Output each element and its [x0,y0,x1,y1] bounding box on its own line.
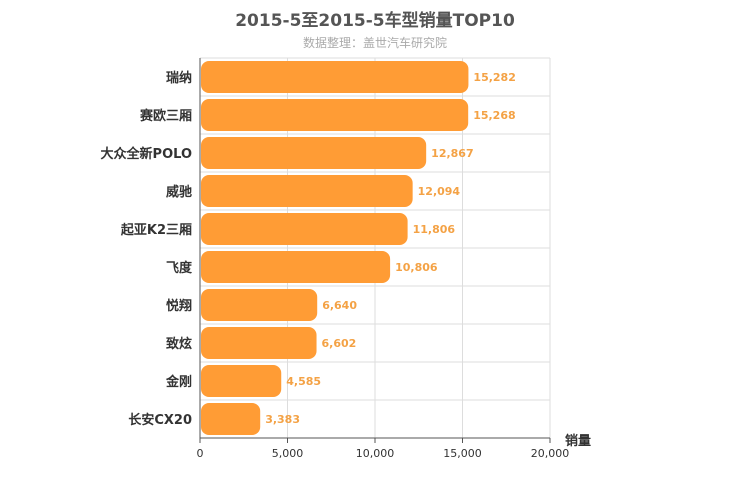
bar [201,327,317,359]
category-label: 起亚K2三厢 [120,222,192,238]
x-tick-label: 15,000 [443,447,482,460]
category-label: 长安CX20 [128,412,192,428]
x-tick-label: 20,000 [531,447,570,460]
value-label: 6,602 [322,337,357,350]
value-label: 12,094 [418,185,461,198]
value-label: 15,282 [473,71,515,84]
chart-title: 2015-5至2015-5车型销量TOP10 [235,11,515,31]
x-axis: 0 5,000 10,000 15,000 20,000 [197,58,570,460]
bar [201,289,318,321]
bars [201,61,469,435]
bar [201,365,282,397]
bar [201,137,427,169]
value-label: 4,585 [286,375,321,388]
bar [201,61,469,93]
bar [201,99,469,131]
bar [201,175,413,207]
category-label: 致炫 [166,336,192,352]
category-label: 飞度 [166,260,193,276]
category-label: 威驰 [166,184,192,200]
x-tick-label: 0 [197,447,204,460]
value-label: 6,640 [322,299,357,312]
value-label: 12,867 [431,147,473,160]
bar [201,403,261,435]
chart-subtitle: 数据整理：盖世汽车研究院 [302,36,447,50]
category-label: 瑞纳 [166,70,192,86]
value-label: 11,806 [413,223,456,236]
category-label: 悦翔 [166,298,192,314]
value-labels: 15,282 15,268 12,867 12,094 11,806 10,806 6,64… [265,71,516,426]
bar [201,213,408,245]
value-label: 3,383 [265,413,300,426]
x-axis-title: 销量 [565,433,591,449]
category-label: 赛欧三厢 [139,108,192,124]
bar [201,251,391,283]
value-label: 10,806 [395,261,438,274]
category-label: 大众全新POLO [101,146,192,162]
value-label: 15,268 [473,109,515,122]
x-tick-label: 5,000 [272,447,304,460]
category-label: 金刚 [165,374,192,390]
x-tick-label: 10,000 [356,447,395,460]
